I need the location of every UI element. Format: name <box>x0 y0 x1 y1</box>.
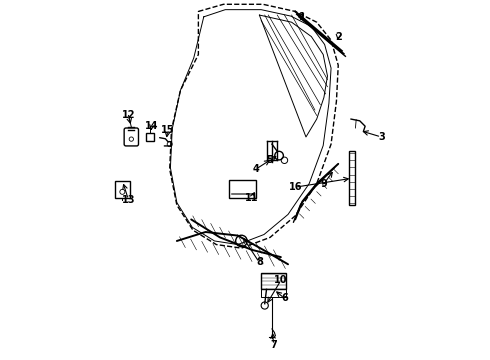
Text: 12: 12 <box>122 111 135 121</box>
Bar <box>115 181 129 198</box>
Bar <box>147 134 154 141</box>
Bar <box>261 289 286 297</box>
Text: 11: 11 <box>245 193 259 203</box>
Text: 9: 9 <box>320 179 327 189</box>
Text: 8: 8 <box>256 257 263 267</box>
Text: 15: 15 <box>161 125 174 135</box>
Bar <box>261 273 286 289</box>
Text: 5: 5 <box>267 155 273 165</box>
Text: 16: 16 <box>289 182 302 192</box>
Text: 13: 13 <box>122 195 135 205</box>
Text: 4: 4 <box>252 164 259 174</box>
Text: 7: 7 <box>270 340 277 350</box>
Bar <box>229 180 256 198</box>
Text: 2: 2 <box>335 32 342 41</box>
Text: 3: 3 <box>378 132 385 142</box>
Text: 14: 14 <box>145 121 158 131</box>
Text: 10: 10 <box>274 275 288 285</box>
Text: 6: 6 <box>281 293 288 303</box>
Text: 1: 1 <box>299 12 306 22</box>
